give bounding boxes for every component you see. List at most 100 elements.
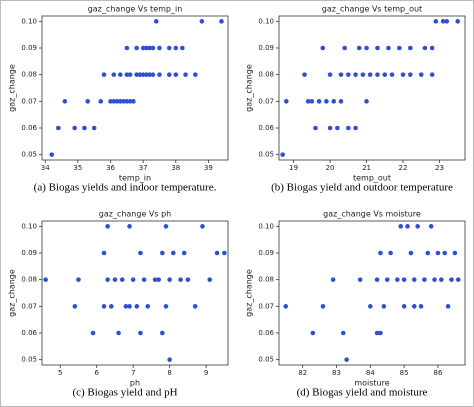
point xyxy=(342,45,347,51)
point xyxy=(407,72,413,77)
y-tick-label: 0.06 xyxy=(258,124,274,132)
point xyxy=(384,277,390,282)
point xyxy=(130,277,136,282)
x-tick-label: 83 xyxy=(332,369,341,377)
point xyxy=(114,99,120,104)
point xyxy=(138,330,143,336)
point xyxy=(389,72,395,77)
point xyxy=(435,250,441,256)
point xyxy=(134,304,140,309)
point xyxy=(429,72,435,77)
y-tick-label: 0.09 xyxy=(258,44,274,52)
point xyxy=(309,99,315,104)
point xyxy=(180,45,185,51)
point xyxy=(112,277,118,282)
point xyxy=(121,99,126,104)
point xyxy=(400,72,406,77)
point xyxy=(147,72,152,77)
x-tick-label: 38 xyxy=(171,164,180,172)
y-tick-label: 0.05 xyxy=(21,356,37,364)
point xyxy=(163,304,169,309)
y-tick-label: 0.07 xyxy=(21,97,37,105)
point xyxy=(338,99,344,104)
caption: (c) Biogas yield and pH xyxy=(72,387,177,399)
point xyxy=(452,250,458,256)
y-tick-label: 0.09 xyxy=(258,249,274,257)
point xyxy=(356,45,362,51)
point xyxy=(156,277,162,282)
point xyxy=(140,45,146,51)
point xyxy=(108,99,113,104)
point xyxy=(124,45,130,51)
point xyxy=(381,304,387,309)
y-tick-label: 0.10 xyxy=(258,222,274,230)
point xyxy=(411,277,417,282)
point xyxy=(364,45,369,51)
y-tick-label: 0.06 xyxy=(258,329,274,337)
x-axis-label: temp_in xyxy=(119,174,151,183)
x-tick-label: 23 xyxy=(435,164,444,172)
point xyxy=(310,330,316,336)
point xyxy=(316,99,322,104)
point xyxy=(422,277,427,282)
x-tick-label: 6 xyxy=(94,369,99,377)
point xyxy=(433,19,439,24)
x-tick-label: 36 xyxy=(106,164,115,172)
caption: (a) Biogas yields and indoor temperature… xyxy=(34,182,217,194)
point xyxy=(335,125,340,131)
y-tick-label: 0.05 xyxy=(21,151,37,159)
point xyxy=(375,72,380,77)
point xyxy=(214,250,220,256)
point xyxy=(118,72,123,77)
point xyxy=(367,72,373,77)
point xyxy=(166,45,172,51)
point xyxy=(178,277,183,282)
y-axis-label: gaz_change xyxy=(8,269,17,317)
y-tick-label: 0.08 xyxy=(21,71,37,79)
point xyxy=(445,304,451,309)
y-tick-label: 0.10 xyxy=(258,17,274,25)
point xyxy=(173,72,179,77)
point xyxy=(173,45,179,51)
x-tick-label: 34 xyxy=(41,164,50,172)
point xyxy=(127,304,132,309)
point xyxy=(185,277,191,282)
point xyxy=(449,277,454,282)
point xyxy=(72,125,77,131)
point xyxy=(160,250,165,256)
point xyxy=(357,277,363,282)
point xyxy=(331,99,337,104)
chart-title: gaz_change Vs temp_out xyxy=(322,5,422,14)
point xyxy=(327,72,333,77)
plot-area xyxy=(278,220,466,366)
point xyxy=(199,19,205,24)
point xyxy=(401,304,407,309)
point xyxy=(160,330,165,336)
point xyxy=(442,250,448,256)
point xyxy=(398,224,404,229)
point xyxy=(408,250,414,256)
x-tick-label: 35 xyxy=(73,164,82,172)
x-tick-label: 5 xyxy=(58,369,62,377)
point xyxy=(183,72,188,77)
point xyxy=(43,277,48,282)
point xyxy=(134,45,139,51)
point xyxy=(428,224,434,229)
chart-title: gaz_change Vs moisture xyxy=(323,210,421,219)
point xyxy=(382,72,388,77)
y-tick-label: 0.05 xyxy=(258,151,274,159)
point xyxy=(222,250,227,256)
point xyxy=(280,152,285,157)
point xyxy=(144,72,149,77)
point xyxy=(439,277,444,282)
x-tick-label: 9 xyxy=(204,369,208,377)
point xyxy=(76,277,81,282)
point xyxy=(150,72,156,77)
point xyxy=(166,72,172,77)
point xyxy=(324,99,329,104)
y-tick-label: 0.08 xyxy=(258,276,274,284)
caption: (d) Biogas yield and moisture xyxy=(297,387,428,399)
point xyxy=(105,224,110,229)
point xyxy=(85,99,90,104)
